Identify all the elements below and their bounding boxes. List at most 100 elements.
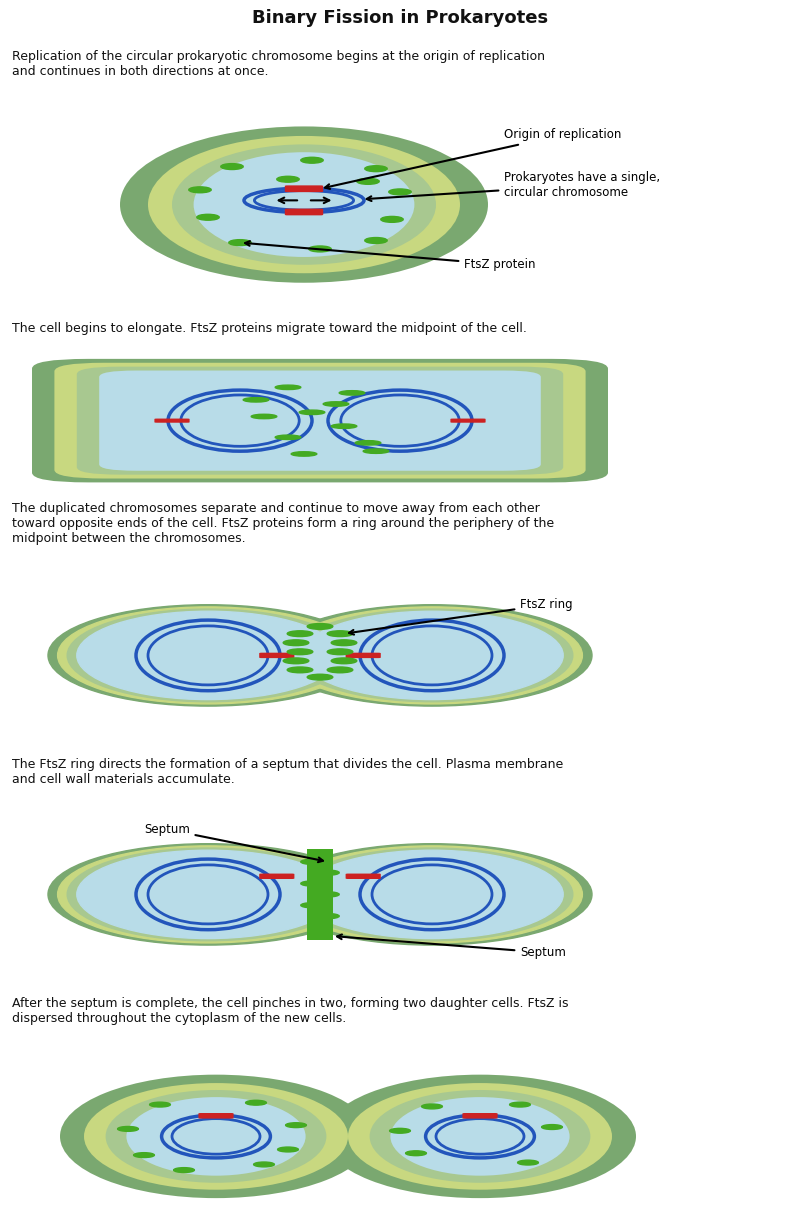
Circle shape — [229, 240, 251, 245]
Circle shape — [287, 649, 313, 654]
Circle shape — [327, 631, 353, 636]
Circle shape — [118, 1126, 138, 1131]
Ellipse shape — [60, 1074, 372, 1199]
Circle shape — [317, 914, 339, 919]
Circle shape — [301, 157, 323, 163]
Circle shape — [331, 640, 357, 646]
Circle shape — [134, 1153, 154, 1158]
Circle shape — [301, 859, 323, 864]
FancyBboxPatch shape — [450, 419, 486, 422]
Circle shape — [283, 640, 309, 646]
Circle shape — [286, 1123, 306, 1127]
Ellipse shape — [48, 844, 368, 945]
Circle shape — [283, 658, 309, 664]
FancyBboxPatch shape — [154, 419, 190, 422]
Ellipse shape — [120, 127, 488, 282]
Ellipse shape — [390, 1097, 570, 1176]
Bar — [307, 850, 333, 940]
FancyBboxPatch shape — [285, 186, 323, 192]
Circle shape — [518, 1160, 538, 1165]
Circle shape — [243, 397, 269, 402]
Circle shape — [317, 892, 339, 897]
Ellipse shape — [148, 136, 460, 273]
FancyBboxPatch shape — [77, 367, 563, 474]
FancyBboxPatch shape — [346, 874, 381, 879]
Circle shape — [542, 1125, 562, 1130]
Text: 1: 1 — [776, 59, 788, 76]
Circle shape — [246, 1101, 266, 1106]
Text: The cell begins to elongate. FtsZ proteins migrate toward the midpoint of the ce: The cell begins to elongate. FtsZ protei… — [12, 322, 527, 336]
Circle shape — [309, 246, 331, 252]
Circle shape — [291, 451, 317, 456]
FancyBboxPatch shape — [285, 209, 323, 215]
Circle shape — [339, 391, 365, 395]
Ellipse shape — [77, 611, 339, 700]
Circle shape — [363, 449, 389, 454]
Circle shape — [323, 402, 349, 407]
Circle shape — [327, 649, 353, 654]
Text: 3: 3 — [776, 519, 788, 536]
Circle shape — [197, 215, 219, 220]
Text: FtsZ ring: FtsZ ring — [349, 599, 573, 635]
Ellipse shape — [291, 849, 573, 940]
Circle shape — [287, 667, 313, 672]
Ellipse shape — [77, 850, 339, 939]
Circle shape — [189, 187, 211, 193]
Text: Replication of the circular prokaryotic chromosome begins at the origin of repli: Replication of the circular prokaryotic … — [12, 51, 545, 78]
Ellipse shape — [67, 849, 349, 940]
Text: FtsZ protein: FtsZ protein — [245, 241, 535, 270]
Circle shape — [390, 1129, 410, 1133]
Circle shape — [510, 1102, 530, 1107]
Ellipse shape — [370, 1090, 590, 1183]
Ellipse shape — [282, 846, 582, 943]
FancyBboxPatch shape — [32, 358, 608, 483]
FancyBboxPatch shape — [462, 1113, 498, 1119]
Circle shape — [221, 164, 243, 169]
Text: 4: 4 — [776, 766, 788, 783]
Circle shape — [275, 435, 301, 439]
Ellipse shape — [58, 846, 358, 943]
Circle shape — [317, 870, 339, 875]
Ellipse shape — [48, 605, 368, 706]
Circle shape — [365, 165, 387, 171]
Circle shape — [174, 1167, 194, 1172]
Ellipse shape — [348, 1083, 612, 1190]
Text: Septum: Septum — [337, 934, 566, 958]
FancyBboxPatch shape — [259, 874, 294, 879]
Circle shape — [406, 1150, 426, 1155]
Circle shape — [331, 658, 357, 664]
Ellipse shape — [194, 152, 414, 257]
Text: After the septum is complete, the cell pinches in two, forming two daughter cell: After the septum is complete, the cell p… — [12, 997, 569, 1025]
Text: 5: 5 — [776, 1005, 788, 1022]
Text: The duplicated chromosomes separate and continue to move away from each other
to: The duplicated chromosomes separate and … — [12, 502, 554, 546]
Circle shape — [307, 675, 333, 680]
FancyBboxPatch shape — [99, 371, 541, 471]
Circle shape — [301, 881, 323, 886]
Circle shape — [355, 441, 381, 445]
Circle shape — [381, 216, 403, 222]
Ellipse shape — [291, 610, 573, 701]
Ellipse shape — [58, 607, 358, 704]
Circle shape — [275, 385, 301, 390]
Ellipse shape — [324, 1074, 636, 1199]
Ellipse shape — [301, 611, 563, 700]
Circle shape — [357, 179, 379, 185]
Circle shape — [327, 667, 353, 672]
Circle shape — [287, 631, 313, 636]
Circle shape — [301, 903, 323, 908]
Text: Origin of replication: Origin of replication — [325, 128, 622, 189]
Text: Septum: Septum — [144, 823, 323, 862]
Circle shape — [150, 1102, 170, 1107]
Circle shape — [254, 1162, 274, 1167]
Circle shape — [422, 1104, 442, 1109]
Ellipse shape — [272, 605, 592, 706]
FancyBboxPatch shape — [198, 1113, 234, 1119]
FancyBboxPatch shape — [259, 653, 294, 658]
Circle shape — [365, 238, 387, 244]
Text: 2: 2 — [776, 322, 788, 339]
Circle shape — [277, 176, 299, 182]
Circle shape — [389, 189, 411, 194]
Circle shape — [299, 410, 325, 414]
Circle shape — [307, 624, 333, 629]
Ellipse shape — [172, 145, 436, 264]
